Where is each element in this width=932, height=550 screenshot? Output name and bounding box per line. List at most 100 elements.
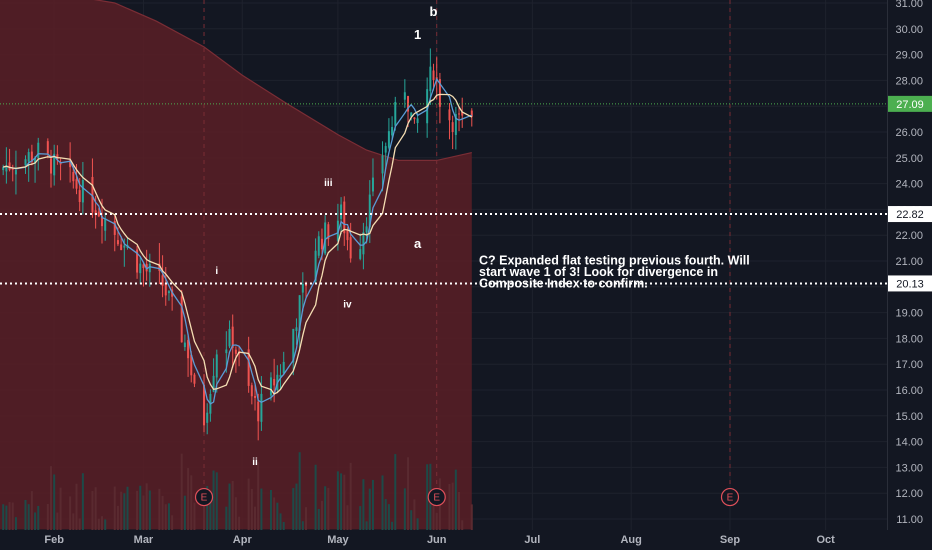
volume-bar	[295, 483, 298, 530]
volume-bar	[454, 469, 457, 530]
candle-body	[269, 377, 272, 396]
volume-bar	[53, 474, 56, 530]
candle-body	[53, 153, 56, 176]
candle-body	[164, 283, 167, 296]
volume-bar	[371, 479, 374, 530]
volume-bar	[432, 491, 435, 530]
candle-body	[11, 168, 14, 170]
volume-bar	[56, 512, 59, 530]
candle-body	[225, 349, 228, 354]
x-tick-label: Jun	[427, 534, 447, 546]
volume-bar	[254, 506, 257, 530]
candle-body	[75, 179, 78, 189]
y-tick-label: 25.00	[895, 153, 923, 165]
volume-bar	[282, 521, 285, 530]
y-tick-label: 31.00	[895, 0, 923, 10]
volume-bar	[391, 521, 394, 530]
candle-body	[206, 412, 209, 423]
earnings-marker-label: E	[201, 493, 208, 504]
candle-body	[78, 190, 81, 202]
volume-bar	[91, 491, 94, 530]
candle-body	[2, 167, 5, 171]
candle-body	[139, 263, 142, 274]
candle-body	[136, 249, 139, 273]
volume-bar	[234, 497, 237, 530]
volume-bar	[413, 499, 416, 530]
x-tick-label: Aug	[620, 534, 641, 546]
volume-bar	[349, 462, 352, 530]
candle-body	[123, 245, 126, 248]
volume-bar	[11, 502, 14, 530]
candle-body	[371, 177, 374, 192]
volume-bar	[276, 502, 279, 530]
candle-body	[34, 157, 37, 164]
volume-bar	[78, 518, 81, 530]
earnings-marker[interactable]	[194, 487, 214, 507]
candle-body	[50, 158, 53, 174]
y-tick-label: 14.00	[895, 437, 923, 449]
slow-moving-average	[3, 93, 473, 395]
volume-bar	[142, 495, 145, 530]
volume-bar	[203, 490, 206, 530]
volume-bar	[387, 504, 390, 530]
volume-bar	[403, 488, 406, 530]
candle-body	[81, 179, 84, 203]
volume-bar	[301, 521, 304, 530]
volume-bar	[34, 512, 37, 530]
earnings-marker[interactable]	[720, 487, 740, 507]
shaded-envelope	[0, 0, 472, 530]
volume-bar	[368, 488, 371, 530]
volume-bar	[167, 503, 170, 530]
volume-bar	[250, 488, 253, 530]
wave-label: a	[414, 236, 422, 251]
candle-body	[458, 113, 461, 115]
y-tick-label: 19.00	[895, 308, 923, 320]
candle-body	[46, 141, 49, 154]
volume-bar	[317, 508, 320, 530]
candle-body	[24, 159, 27, 166]
y-tick-label: 30.00	[895, 24, 923, 36]
volume-bar	[183, 495, 186, 530]
note-line: start wave 1 of 3! Look for divergence i…	[479, 265, 718, 279]
y-tick-label: 13.00	[895, 462, 923, 474]
candle-body	[298, 295, 301, 331]
volume-bar	[148, 490, 151, 530]
volume-bar	[314, 464, 317, 530]
candle-body	[279, 374, 282, 378]
volume-bar	[448, 484, 451, 530]
volume-bar	[346, 505, 349, 530]
volume-bar	[145, 483, 148, 530]
candle-body	[234, 349, 237, 354]
y-tick-label: 28.00	[895, 75, 923, 87]
volume-bar	[126, 486, 129, 530]
candle-body	[343, 201, 346, 234]
candle-body	[187, 340, 190, 359]
candle-body	[403, 92, 406, 100]
volume-bar	[120, 491, 123, 530]
candle-body	[384, 146, 387, 153]
wave-label: i	[215, 266, 218, 277]
time-axis[interactable]: Feb Mar Apr May Jun Jul Aug Sep Oct	[44, 534, 835, 546]
candle-body	[260, 393, 263, 422]
volume-bars	[2, 452, 473, 530]
price-axis[interactable]: 31.0030.0029.0028.0027.0026.0025.0024.00…	[895, 0, 923, 526]
volume-bar	[257, 461, 260, 530]
volume-bar	[187, 468, 190, 530]
volume-bar	[279, 513, 282, 530]
envelope-edge	[93, 0, 472, 161]
y-tick-label: 17.00	[895, 359, 923, 371]
candle-body	[14, 170, 17, 175]
candle-body	[257, 401, 260, 422]
y-tick-label: 11.00	[896, 514, 923, 526]
candle-body	[56, 154, 59, 160]
price-tag-label: 20.13	[896, 278, 924, 290]
candle-body	[116, 240, 119, 245]
x-tick-label: Jul	[524, 534, 540, 546]
candle-body	[158, 263, 161, 271]
earnings-marker[interactable]	[427, 487, 446, 507]
candle-body	[228, 328, 231, 347]
volume-bar	[2, 504, 5, 530]
candle-body	[59, 163, 62, 165]
